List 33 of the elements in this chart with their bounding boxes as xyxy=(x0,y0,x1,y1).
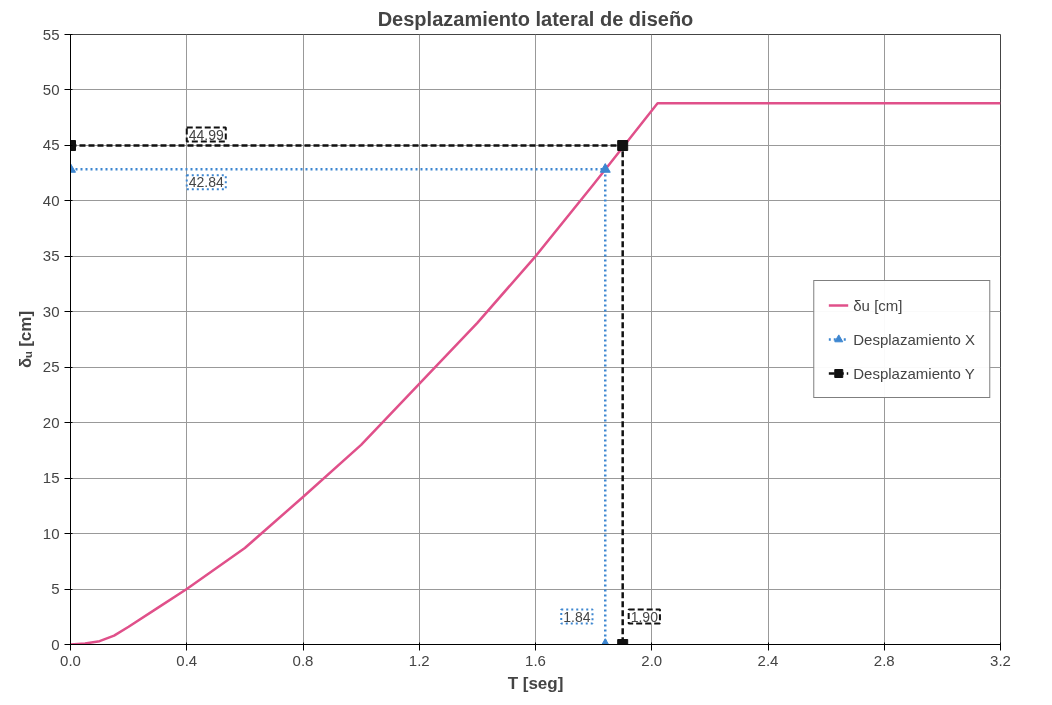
x-tick-label: 1.6 xyxy=(525,651,546,669)
x-axis-title: T [seg] xyxy=(507,673,564,693)
annotation: 1.90 xyxy=(630,608,659,625)
x-tick-label: 0.4 xyxy=(176,651,198,669)
chart-title: Desplazamiento lateral de diseño xyxy=(377,7,694,30)
x-tick-label: 2.4 xyxy=(757,651,779,669)
y-tick-label: 30 xyxy=(42,302,60,320)
y-tick-label: 50 xyxy=(42,80,60,98)
annotation: 1.84 xyxy=(563,608,591,625)
legend-label: Desplazamiento Y xyxy=(853,364,975,382)
y-axis-title: δᵤ [cm] xyxy=(15,310,35,369)
y-tick-label: 25 xyxy=(42,358,60,376)
x-tick-label: 0.8 xyxy=(292,651,314,669)
point xyxy=(599,163,611,173)
y-tick-label: 15 xyxy=(42,469,60,487)
legend-label: Desplazamiento X xyxy=(853,330,975,348)
y-tick-label: 45 xyxy=(42,136,60,154)
y-tick-label: 10 xyxy=(42,524,60,542)
x-tick-label: 0.0 xyxy=(60,651,81,669)
y-tick-label: 40 xyxy=(42,191,60,209)
y-tick-label: 0 xyxy=(51,635,60,653)
point xyxy=(617,140,629,152)
annotation: 42.84 xyxy=(188,174,224,191)
y-tick-label: 20 xyxy=(42,413,60,431)
x-tick-label: 2.8 xyxy=(873,651,895,669)
y-tick-label: 5 xyxy=(51,580,60,598)
x-tick-label: 1.2 xyxy=(408,651,430,669)
annotation: 44.99 xyxy=(188,126,224,143)
legend-label: δu [cm] xyxy=(853,296,903,314)
y-tick-label: 55 xyxy=(42,25,60,43)
y-tick-label: 35 xyxy=(42,247,60,265)
x-tick-label: 2.0 xyxy=(641,651,663,669)
x-tick-label: 3.2 xyxy=(990,651,1011,669)
